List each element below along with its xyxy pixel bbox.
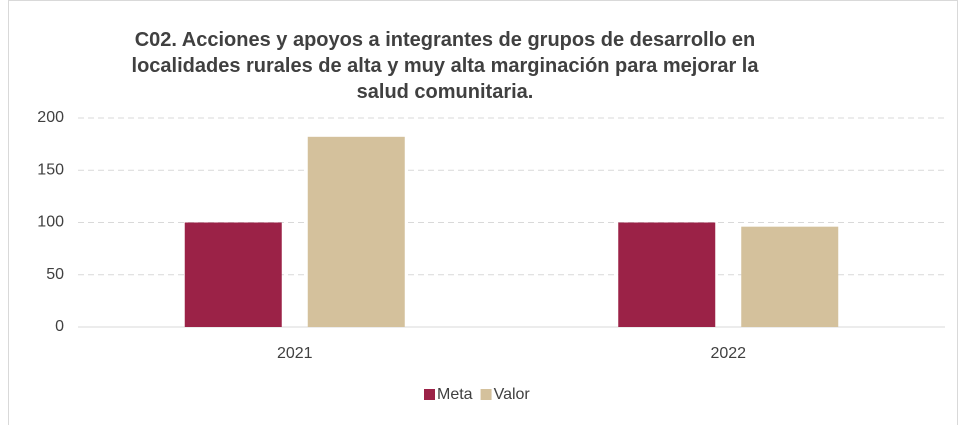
y-tick-label: 50 <box>46 266 64 283</box>
x-tick-label: 2021 <box>277 345 313 362</box>
legend-swatch <box>480 389 492 400</box>
bar <box>184 222 282 327</box>
legend-label: Valor <box>494 386 531 403</box>
y-tick-label: 0 <box>55 318 64 335</box>
bar <box>307 136 405 327</box>
bar <box>741 226 839 327</box>
x-tick-label: 2022 <box>710 345 746 362</box>
y-tick-label: 100 <box>37 214 64 231</box>
bar <box>618 222 716 327</box>
chart-title: C02. Acciones y apoyos a integrantes de … <box>131 29 759 103</box>
chart-border <box>8 0 958 425</box>
legend-swatch <box>424 389 435 400</box>
y-tick-label: 200 <box>37 109 64 126</box>
y-tick-label: 150 <box>37 161 64 178</box>
legend-label: Meta <box>437 386 473 403</box>
